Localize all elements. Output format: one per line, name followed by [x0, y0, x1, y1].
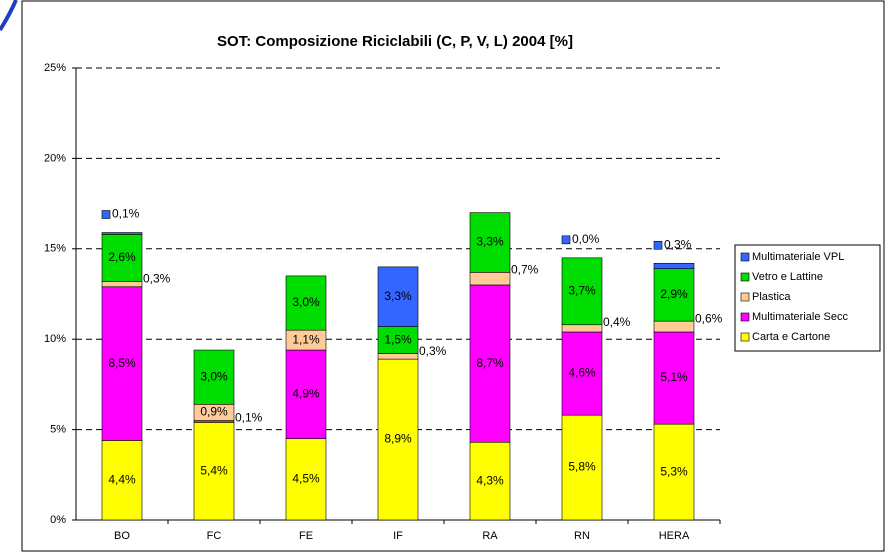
data-label: 8,7% [476, 356, 504, 370]
x-tick-label: FC [207, 530, 222, 542]
legend-swatch [740, 332, 750, 342]
data-label: 0,0% [572, 232, 600, 246]
legend-box [734, 244, 881, 352]
legend-label: Carta e Cartone [752, 331, 830, 343]
y-tick-label: 20% [44, 152, 66, 164]
data-label: 0,7% [511, 262, 539, 276]
bar-segment [101, 281, 143, 288]
bar-segment [285, 438, 327, 521]
bar-segment [469, 272, 511, 286]
bar-segment [285, 275, 327, 331]
legend-swatch [740, 312, 750, 322]
data-label: 5,3% [660, 464, 688, 478]
bar-segment [101, 440, 143, 521]
data-label: 0,4% [603, 315, 631, 329]
bar-segment [469, 284, 511, 443]
data-label: 0,3% [664, 237, 692, 251]
label-key [101, 210, 111, 219]
x-tick-label: FE [299, 530, 313, 542]
bar-segment [377, 353, 419, 360]
data-label: 3,0% [292, 295, 320, 309]
label-key [653, 240, 663, 250]
bar-segment [653, 320, 695, 333]
data-label: 2,9% [660, 287, 688, 301]
y-tick-label: 5% [50, 424, 66, 436]
decoration [0, 0, 18, 32]
legend-label: Vetro e Lattine [752, 271, 823, 283]
data-label: 4,5% [292, 471, 320, 485]
data-label: 8,9% [384, 432, 412, 446]
data-label: 0,3% [419, 344, 447, 358]
data-label: 4,9% [292, 387, 320, 401]
bar-segment [101, 234, 143, 282]
bar-segment [561, 414, 603, 521]
y-tick-label: 15% [44, 243, 66, 255]
data-label: 0,6% [695, 311, 723, 325]
bar-segment [101, 232, 143, 235]
data-label: 3,3% [384, 289, 412, 303]
bar-segment [561, 331, 603, 416]
bar-segment [653, 331, 695, 425]
data-label: 4,4% [108, 472, 136, 486]
data-label: 4,6% [568, 366, 596, 380]
x-tick-label: IF [393, 530, 403, 542]
data-label: 3,3% [476, 235, 504, 249]
bar-segment [561, 324, 603, 333]
bar-segment [561, 257, 603, 326]
x-tick-label: RN [574, 530, 590, 542]
data-label: 0,3% [143, 272, 171, 286]
bar-segment [285, 349, 327, 439]
data-label: 5,4% [200, 463, 228, 477]
legend-swatch [740, 272, 750, 282]
x-tick-label: BO [114, 530, 130, 542]
bar-segment [101, 286, 143, 441]
data-label: 5,8% [568, 460, 596, 474]
legend-swatch [740, 252, 750, 262]
bar-segment [653, 262, 695, 269]
legend-label: Plastica [752, 291, 791, 303]
legend-swatch [740, 292, 750, 302]
data-label: 5,1% [660, 370, 688, 384]
bar-segment [377, 358, 419, 521]
data-label: 1,5% [384, 332, 412, 346]
data-label: 1,1% [292, 332, 320, 346]
data-label: 2,6% [108, 250, 136, 264]
data-label: 3,0% [200, 369, 228, 383]
bar-segment [469, 441, 511, 521]
data-label: 8,5% [108, 356, 136, 370]
y-tick-label: 0% [50, 514, 66, 526]
data-label: 0,1% [112, 207, 140, 221]
bar-segment [193, 349, 235, 405]
bar-segment [377, 266, 419, 327]
bar-segment [653, 423, 695, 521]
y-tick-label: 10% [44, 333, 66, 345]
chart-title: SOT: Composizione Riciclabili (C, P, V, … [217, 33, 573, 50]
data-label: 4,3% [476, 473, 504, 487]
data-label: 3,7% [568, 283, 596, 297]
data-label: 0,9% [200, 405, 228, 419]
y-tick-label: 25% [44, 62, 66, 74]
label-key [561, 235, 571, 245]
bar-segment [377, 326, 419, 354]
legend-label: Multimateriale VPL [752, 251, 844, 263]
x-tick-label: RA [482, 530, 498, 542]
data-label: 0,1% [235, 411, 263, 425]
legend-label: Multimateriale Secc [752, 311, 848, 323]
bar-segment [193, 422, 235, 521]
x-tick-label: HERA [659, 530, 690, 542]
bar-segment [469, 212, 511, 273]
